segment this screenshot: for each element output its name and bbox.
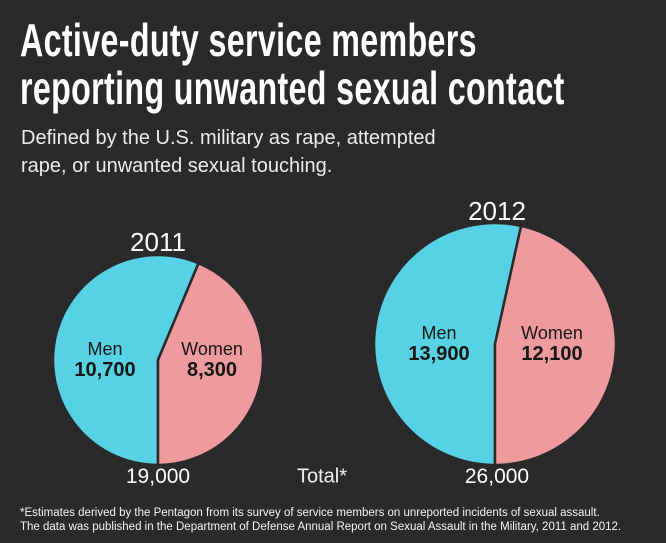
pie-year-label-2012: 2012 (468, 196, 526, 226)
pie-total-2011: 19,000 (125, 465, 191, 488)
slice-name: Men (87, 339, 123, 359)
page-subtitle-line1: Defined by the U.S. military as rape, at… (21, 127, 436, 149)
pie-chart-2011 (51, 253, 265, 467)
pie-year-label-2011: 2011 (130, 227, 186, 257)
total-caption: Total* (296, 465, 348, 488)
page-subtitle-line2: rape, or unwanted sexual touching. (21, 155, 333, 177)
pie-chart-2012 (372, 221, 618, 467)
page-title-line2: reporting unwanted sexual contact (20, 62, 565, 114)
slice-label-women-2012: Women 12,100 (521, 323, 583, 365)
slice-label-women-2011: Women 8,300 (181, 339, 243, 381)
slice-value: 13,900 (408, 343, 470, 365)
pie-total-2012: 26,000 (464, 465, 530, 488)
slice-value: 12,100 (521, 343, 583, 365)
slice-value: 8,300 (186, 359, 238, 381)
slice-label-men-2011: Men 10,700 (74, 339, 135, 381)
footnote-line1: *Estimates derived by the Pentagon from … (20, 507, 600, 519)
footnote: *Estimates derived by the Pentagon from … (20, 506, 621, 534)
slice-name: Women (521, 323, 583, 343)
footnote-line2: The data was published in the Department… (20, 521, 622, 533)
page-title-line1: Active-duty service members (20, 14, 477, 66)
slice-label-men-2012: Men 13,900 (408, 323, 469, 365)
slice-name: Men (421, 323, 457, 343)
slice-value: 10,700 (74, 359, 136, 381)
page-title: Active-duty service members reporting un… (20, 16, 565, 112)
page-subtitle: Defined by the U.S. military as rape, at… (21, 124, 436, 180)
slice-name: Women (181, 339, 243, 359)
